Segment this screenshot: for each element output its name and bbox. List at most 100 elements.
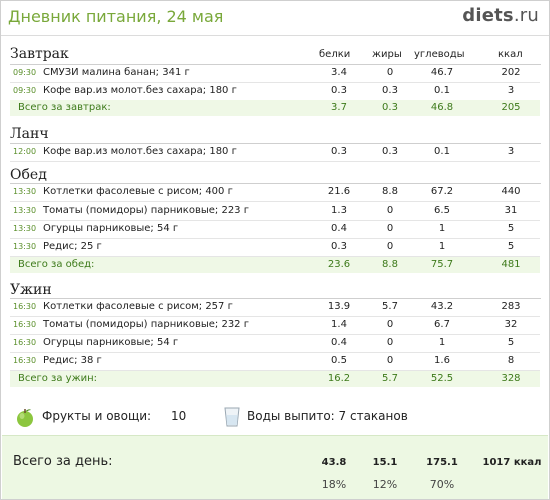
page-title: Дневник питания, 24 мая [8,7,224,26]
food-carbs: 6.5 [434,205,450,216]
day-total-kcal: 1017 ккал [482,457,542,468]
food-protein: 13.9 [327,301,351,312]
divider [10,143,541,144]
divider [10,64,541,65]
food-name: Редис; 25 г [43,241,102,252]
food-protein: 0.3 [331,146,347,157]
meal-title-supper: Ужин [10,282,52,298]
meal-total-label: Всего за завтрак: [18,102,111,113]
header: Дневник питания, 24 мая diets.ru [1,1,549,36]
food-protein: 0.4 [331,223,347,234]
meal-total-label: Всего за ужин: [18,373,98,384]
day-protein-percent: 18% [321,478,347,491]
meal-title-breakfast: Завтрак [10,46,69,62]
food-kcal: 3 [507,85,515,96]
water-label: Воды выпито: 7 стаканов [247,409,408,423]
food-fat: 0 [386,241,394,252]
meal-total-label: Всего за обед: [18,259,95,270]
food-protein: 0.5 [331,355,347,366]
food-carbs: 6.7 [434,319,450,330]
food-fat: 0 [386,319,394,330]
food-kcal: 32 [504,319,518,330]
food-row[interactable]: 12:00 Кофе вар.из молот.без сахара; 180 … [10,144,540,162]
food-row[interactable]: 09:30 СМУЗИ малина банан; 341 г 3.4 0 46… [10,65,540,83]
meal-total-dinner: Всего за обед: 23.6 8.8 75.7 481 [10,257,540,273]
food-row[interactable]: 16:30 Огурцы парниковые; 54 г 0.4 0 1 5 [10,335,540,353]
food-time: 09:30 [13,68,37,77]
food-time: 13:30 [13,242,37,251]
food-kcal: 202 [501,67,521,78]
column-header-protein: белки [319,49,351,60]
food-kcal: 5 [507,337,515,348]
food-time: 16:30 [13,338,37,347]
total-carbs: 52.5 [430,373,454,384]
food-protein: 0.3 [331,241,347,252]
total-fat: 0.3 [382,102,398,113]
food-fat: 0 [386,355,394,366]
food-kcal: 5 [507,241,515,252]
column-header-kcal: ккал [498,49,523,60]
meal-total-breakfast: Всего за завтрак: 3.7 0.3 46.8 205 [10,100,540,116]
food-row[interactable]: 13:30 Томаты (помидоры) парниковые; 223 … [10,203,540,221]
divider [10,298,541,299]
meal-total-supper: Всего за ужин: 16.2 5.7 52.5 328 [10,371,540,387]
food-row[interactable]: 13:30 Огурцы парниковые; 54 г 0.4 0 1 5 [10,221,540,239]
food-carbs: 43.2 [430,301,454,312]
logo-main: diets [462,5,514,26]
food-protein: 21.6 [327,186,351,197]
food-row[interactable]: 13:30 Редис; 25 г 0.3 0 1 5 [10,239,540,257]
total-kcal: 328 [501,373,521,384]
day-carbs-percent: 70% [429,478,455,491]
food-row[interactable]: 16:30 Томаты (помидоры) парниковые; 232 … [10,317,540,335]
column-header-carbs: углеводы [414,49,465,60]
food-time: 13:30 [13,206,37,215]
food-time: 16:30 [13,356,37,365]
food-fat: 0.3 [382,85,398,96]
food-time: 09:30 [13,86,37,95]
total-kcal: 205 [501,102,521,113]
food-row[interactable]: 16:30 Котлетки фасолевые с рисом; 257 г … [10,299,540,317]
food-carbs: 67.2 [430,186,454,197]
food-protein: 3.4 [331,67,347,78]
food-row[interactable]: 09:30 Кофе вар.из молот.без сахара; 180 … [10,83,540,101]
day-total-label: Всего за день: [13,454,113,469]
food-row[interactable]: 16:30 Редис; 38 г 0.5 0 1.6 8 [10,353,540,371]
total-carbs: 46.8 [430,102,454,113]
food-carbs: 1 [438,223,446,234]
total-protein: 16.2 [327,373,351,384]
meal-title-dinner: Обед [10,167,47,183]
logo-suffix: .ru [513,5,539,26]
food-fat: 5.7 [382,301,398,312]
food-row[interactable]: 13:30 Котлетки фасолевые с рисом; 400 г … [10,184,540,202]
food-kcal: 3 [507,146,515,157]
food-carbs: 0.1 [434,146,450,157]
food-name: Томаты (помидоры) парниковые; 223 г [43,205,249,216]
food-name: Кофе вар.из молот.без сахара; 180 г [43,85,237,96]
food-carbs: 1.6 [434,355,450,366]
food-time: 16:30 [13,320,37,329]
food-carbs: 1 [438,241,446,252]
total-fat: 8.8 [382,259,398,270]
food-name: Огурцы парниковые; 54 г [43,223,179,234]
total-fat: 5.7 [382,373,398,384]
site-logo[interactable]: diets.ru [462,5,539,26]
food-carbs: 46.7 [430,67,454,78]
fruit-veg-value: 10 [171,409,187,423]
total-kcal: 481 [501,259,521,270]
food-carbs: 1 [438,337,446,348]
food-protein: 0.3 [331,85,347,96]
food-fat: 8.8 [382,186,398,197]
food-kcal: 8 [507,355,515,366]
food-carbs: 0.1 [434,85,450,96]
extras-bar: Фрукты и овощи: 10 Воды выпито: 7 стакан… [1,404,549,430]
day-total-carbs: 175.1 [426,457,458,468]
total-protein: 3.7 [331,102,347,113]
apple-icon [14,406,36,431]
food-name: СМУЗИ малина банан; 341 г [43,67,190,78]
food-name: Огурцы парниковые; 54 г [43,337,179,348]
day-total-protein: 43.8 [321,457,347,468]
total-protein: 23.6 [327,259,351,270]
food-fat: 0 [386,337,394,348]
food-name: Томаты (помидоры) парниковые; 232 г [43,319,249,330]
